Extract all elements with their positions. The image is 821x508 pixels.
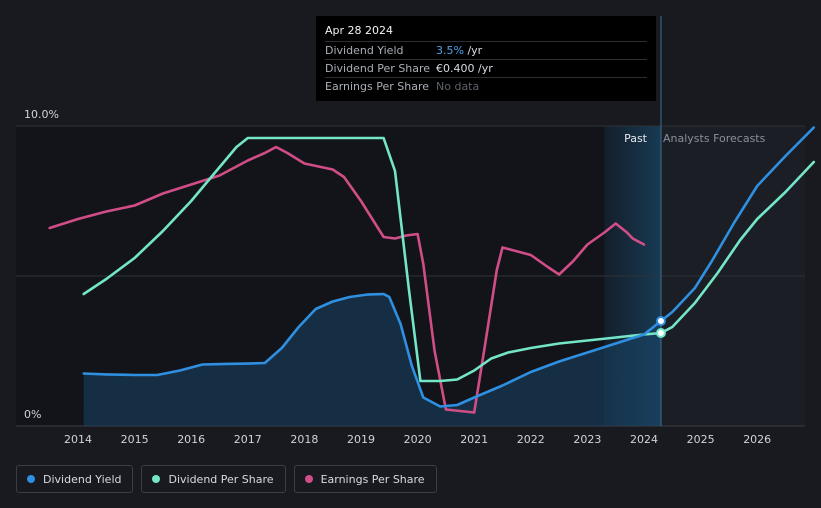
legend-label: Dividend Per Share: [168, 472, 274, 486]
x-tick-label: 2024: [630, 433, 658, 446]
tooltip-date: Apr 28 2024: [325, 24, 394, 37]
dividend-yield-line: [82, 126, 816, 408]
tooltip: Apr 28 2024 Dividend Yield 3.5% /yr Divi…: [316, 16, 656, 101]
tooltip-value: €0.400: [436, 62, 475, 75]
x-tick-label: 2015: [121, 433, 149, 446]
x-tick-label: 2014: [64, 433, 92, 446]
tooltip-value: 3.5%: [436, 44, 464, 57]
x-tick-label: 2019: [347, 433, 375, 446]
y-tick-label-top: 10.0%: [24, 108, 59, 121]
dividend-yield-area: [83, 294, 661, 426]
tooltip-label: Earnings Per Share: [325, 80, 430, 93]
legend-dot-icon: [27, 475, 35, 483]
dividend-per-share-line: [82, 136, 816, 383]
legend-label: Dividend Yield: [43, 472, 122, 486]
x-tick-label: 2017: [234, 433, 262, 446]
forecast-label: Analysts Forecasts: [663, 132, 766, 145]
x-tick-label: 2018: [290, 433, 318, 446]
x-tick-label: 2023: [573, 433, 601, 446]
tooltip-label: Dividend Yield: [325, 44, 404, 57]
tooltip-unit: /yr: [463, 44, 483, 57]
y-tick-label-bottom: 0%: [24, 408, 41, 421]
tooltip-row-dividend-per-share: Dividend Per Share €0.400 /yr: [325, 59, 647, 77]
x-tick-label: 2020: [404, 433, 432, 446]
legend-item-earnings-per-share[interactable]: Earnings Per Share: [293, 465, 437, 493]
x-tick-label: 2021: [460, 433, 488, 446]
tooltip-unit: /yr: [474, 62, 493, 75]
x-tick-label: 2026: [743, 433, 771, 446]
legend-label: Earnings Per Share: [320, 472, 425, 486]
tooltip-value: No data: [436, 80, 480, 93]
legend-item-dividend-yield[interactable]: Dividend Yield: [16, 465, 134, 493]
dividend-yield-marker: [655, 316, 666, 326]
earnings-per-share-line: [48, 145, 646, 414]
past-label: Past: [624, 132, 648, 145]
tooltip-label: Dividend Per Share: [325, 62, 431, 75]
legend: Dividend Yield Dividend Per Share Earnin…: [16, 465, 437, 493]
tooltip-row-dividend-yield: Dividend Yield 3.5% /yr: [325, 41, 647, 59]
legend-item-dividend-per-share[interactable]: Dividend Per Share: [141, 465, 286, 493]
legend-dot-icon: [152, 475, 161, 483]
x-tick-label: 2022: [517, 433, 545, 446]
tooltip-row-earnings-per-share: Earnings Per Share No data: [325, 77, 647, 95]
x-tick-label: 2025: [687, 433, 715, 446]
legend-dot-icon: [304, 475, 313, 483]
dividend-per-share-marker: [655, 328, 666, 338]
x-tick-label: 2016: [177, 433, 205, 446]
